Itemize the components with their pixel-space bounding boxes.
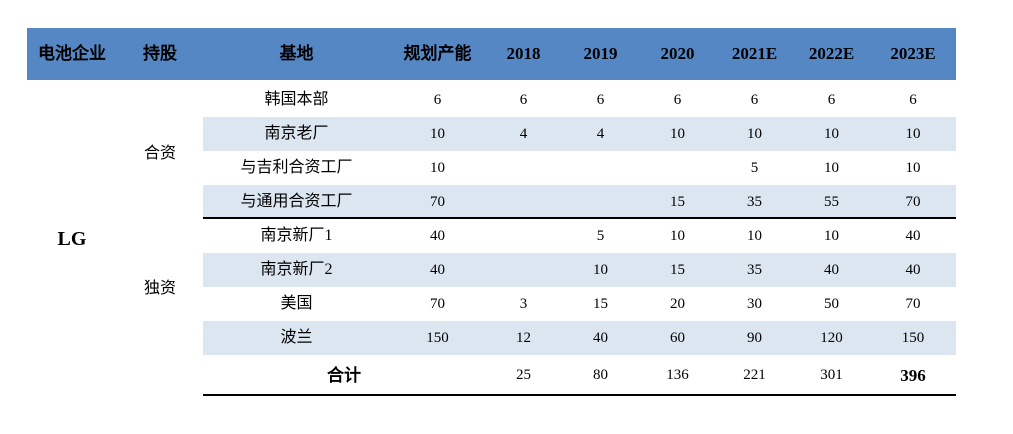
value-cell: 10 [747, 126, 762, 142]
value-cell: 10 [593, 262, 608, 278]
table-row: 波兰 150 12 40 60 90 120 150 [203, 321, 956, 355]
value-cell: 70 [905, 194, 921, 210]
total-label: 合计 [327, 366, 361, 385]
base-cell: 韩国本部 [264, 91, 329, 108]
value-cell: 6 [750, 92, 759, 108]
capacity-cell: 70 [430, 194, 445, 210]
value-cell: 50 [824, 296, 839, 312]
header-year-2018: 2018 [506, 44, 541, 63]
total-value-cell-final: 396 [900, 366, 926, 385]
value-cell: 6 [519, 92, 528, 108]
table-row: 与吉利合资工厂 10 5 10 10 [203, 151, 956, 185]
total-value-cell: 25 [516, 367, 531, 383]
value-cell: 5 [596, 228, 605, 244]
capacity-cell: 6 [433, 92, 442, 108]
table-row: 南京新厂1 40 5 10 10 10 40 [203, 219, 956, 253]
value-cell: 10 [824, 228, 839, 244]
capacity-cell: 40 [430, 262, 445, 278]
value-cell: 40 [905, 228, 921, 244]
header-year-2020: 2020 [660, 44, 695, 63]
header-holding: 持股 [143, 44, 177, 63]
total-value-cell: 136 [666, 367, 689, 383]
value-cell: 10 [905, 160, 921, 176]
capacity-cell: 150 [426, 330, 449, 346]
value-cell: 90 [747, 330, 762, 346]
value-cell: 5 [750, 160, 759, 176]
header-capacity: 规划产能 [403, 44, 472, 63]
header-year-2019: 2019 [583, 44, 618, 63]
total-value-cell: 80 [593, 367, 608, 383]
value-cell: 120 [820, 330, 843, 346]
value-cell: 15 [670, 194, 685, 210]
value-cell: 40 [593, 330, 608, 346]
value-cell: 35 [747, 262, 762, 278]
table-row: 与通用合资工厂 70 15 35 55 70 [203, 185, 956, 219]
table-row: 南京老厂 10 4 4 10 10 10 10 [203, 117, 956, 151]
value-cell: 4 [519, 126, 528, 142]
base-cell: 南京老厂 [264, 125, 329, 142]
table-header-row: 电池企业 持股 基地 规划产能 2018 2019 2020 2021E 202… [27, 28, 956, 80]
value-cell: 10 [905, 126, 921, 142]
holding-label-wholly: 独资 [143, 279, 176, 297]
value-cell: 6 [827, 92, 836, 108]
value-cell: 10 [824, 160, 839, 176]
company-label: LG [57, 228, 87, 250]
base-cell: 美国 [280, 295, 313, 312]
total-value-cell: 221 [743, 367, 766, 383]
table-row: 南京新厂2 40 10 15 35 40 40 [203, 253, 956, 287]
value-cell: 15 [670, 262, 685, 278]
value-cell: 12 [516, 330, 531, 346]
base-cell: 与通用合资工厂 [240, 193, 353, 210]
value-cell: 3 [519, 296, 528, 312]
value-cell: 4 [596, 126, 605, 142]
value-cell: 10 [670, 126, 685, 142]
header-year-2022e: 2022E [808, 44, 855, 63]
value-cell: 150 [901, 330, 925, 346]
header-year-2021e: 2021E [731, 44, 778, 63]
table-row: 韩国本部 6 6 6 6 6 6 6 [203, 83, 956, 117]
base-cell: 南京新厂2 [260, 261, 333, 278]
total-row: 合计 25 80 136 221 301 396 [203, 355, 956, 396]
value-cell: 40 [905, 262, 921, 278]
base-cell: 南京新厂1 [260, 227, 333, 244]
value-cell: 6 [909, 92, 917, 108]
base-cell: 与吉利合资工厂 [240, 159, 353, 176]
value-cell: 6 [673, 92, 682, 108]
value-cell: 35 [747, 194, 762, 210]
capacity-cell: 10 [430, 160, 445, 176]
value-cell: 60 [670, 330, 685, 346]
holding-label-joint: 合资 [143, 144, 176, 162]
value-cell: 10 [824, 126, 839, 142]
value-cell: 6 [596, 92, 605, 108]
value-cell: 40 [824, 262, 839, 278]
base-cell: 波兰 [280, 329, 313, 346]
value-cell: 15 [593, 296, 608, 312]
header-company: 电池企业 [38, 44, 106, 63]
table-row: 美国 70 3 15 20 30 50 70 [203, 287, 956, 321]
capacity-cell: 70 [430, 296, 445, 312]
total-value-cell: 301 [820, 367, 843, 383]
header-base: 基地 [279, 44, 314, 63]
value-cell: 10 [670, 228, 685, 244]
capacity-cell: 10 [430, 126, 445, 142]
value-cell: 20 [670, 296, 685, 312]
value-cell: 10 [747, 228, 762, 244]
value-cell: 70 [905, 296, 921, 312]
value-cell: 55 [824, 194, 839, 210]
capacity-cell: 40 [430, 228, 445, 244]
header-year-2023e: 2023E [890, 44, 936, 63]
value-cell: 30 [747, 296, 762, 312]
